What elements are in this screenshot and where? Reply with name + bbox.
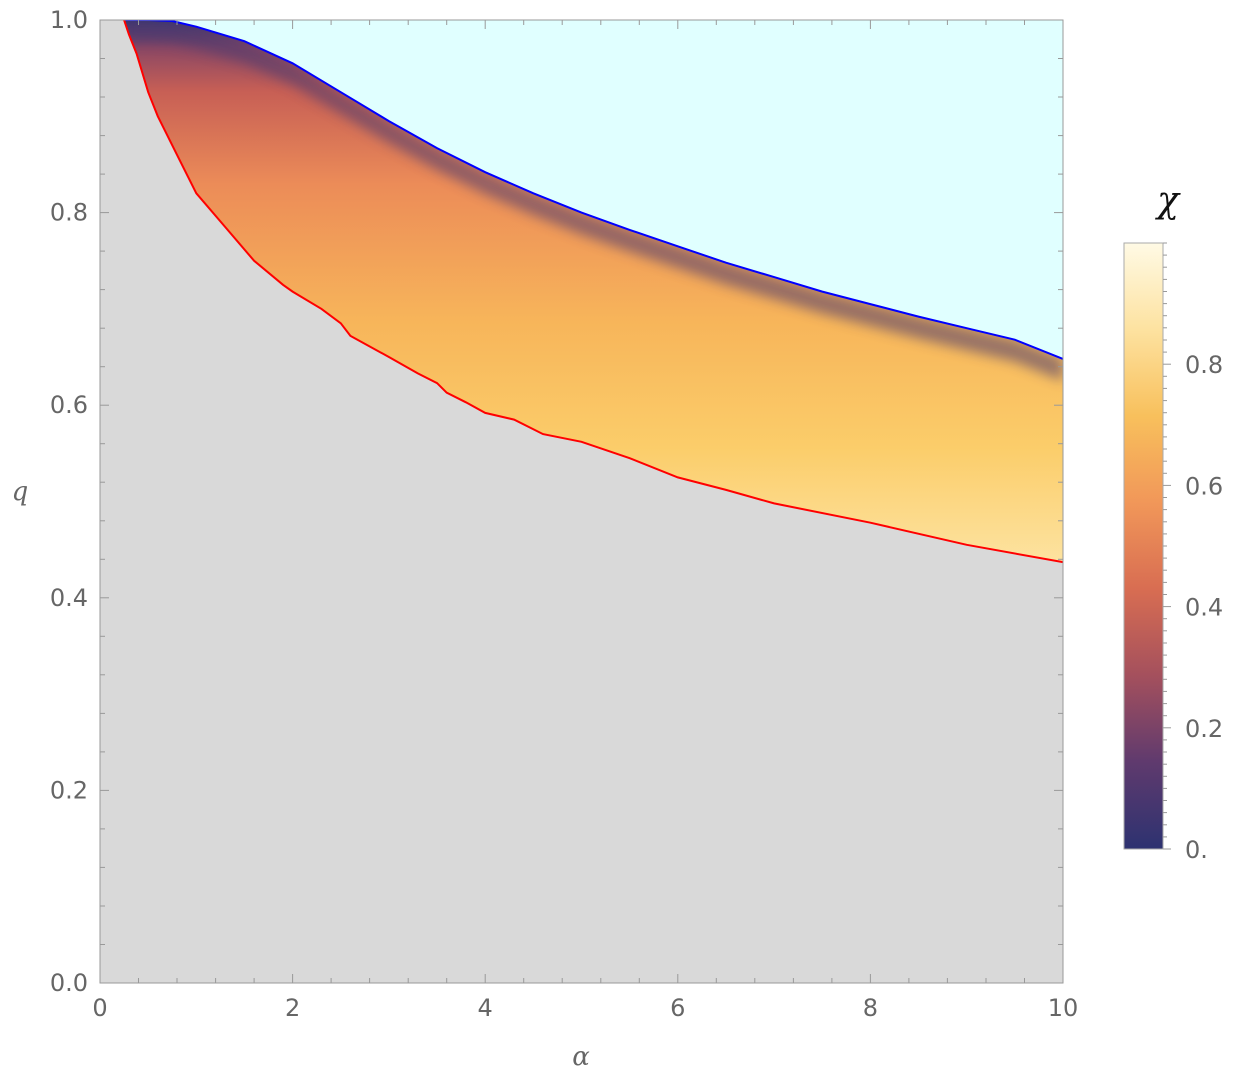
y-tick-label: 1.0 [50, 6, 88, 34]
colorbar-tick-label: 0.6 [1185, 472, 1223, 500]
colorbar-tick-label: 0.8 [1185, 351, 1223, 379]
colorbar-title: χ [1154, 180, 1181, 221]
x-tick-label: 4 [478, 994, 493, 1022]
colorbar-tick-label: 0.4 [1185, 594, 1223, 622]
x-tick-label: 10 [1048, 994, 1079, 1022]
chi-band-region [124, 20, 1063, 563]
plot-area [100, 20, 1063, 983]
y-tick-label: 0.6 [50, 391, 88, 419]
y-tick-label: 0.4 [50, 584, 88, 612]
y-tick-label: 0.2 [50, 776, 88, 804]
x-axis-label: α [572, 1042, 590, 1072]
y-tick-label: 0.8 [50, 199, 88, 227]
colorbar-strip [1123, 242, 1164, 850]
y-tick-label: 0.0 [50, 969, 88, 997]
above-region [100, 20, 1063, 359]
colorbar-tick-label: 0. [1185, 836, 1208, 864]
colorbar: χ 0. 0.2 0.4 0.6 0.8 [1123, 180, 1223, 864]
upper-boundary-line [124, 20, 1063, 360]
plot-frame [99, 19, 1064, 984]
y-axis-label: q [12, 477, 29, 507]
lower-boundary-line [123, 20, 1063, 564]
x-tick-label: 0 [92, 994, 107, 1022]
y-axis-ticks: 0.0 0.2 0.4 0.6 0.8 1.0 [50, 6, 1063, 997]
x-tick-label: 2 [285, 994, 300, 1022]
x-tick-label: 8 [863, 994, 878, 1022]
x-tick-label: 6 [670, 994, 685, 1022]
chi-band-upper-shade [124, 20, 1063, 381]
x-axis-ticks: 0 2 4 6 8 10 [92, 20, 1078, 1022]
colorbar-tick-label: 0.2 [1185, 715, 1223, 743]
colorbar-ticks: 0. 0.2 0.4 0.6 0.8 [1163, 242, 1223, 864]
